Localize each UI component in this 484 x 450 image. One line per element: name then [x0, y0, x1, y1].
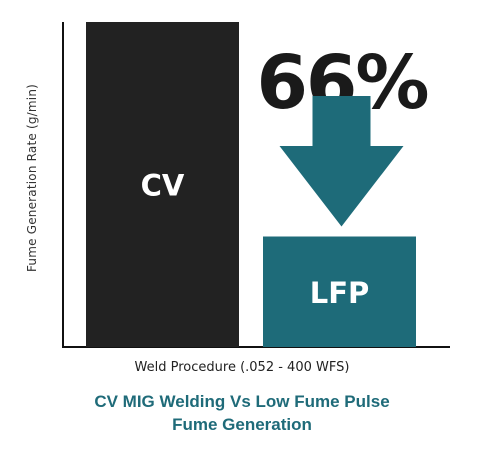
bar-cv [86, 22, 239, 347]
bar-label-lfp: LFP [310, 276, 370, 310]
chart-title: CV MIG Welding Vs Low Fume Pulse Fume Ge… [0, 390, 484, 436]
y-axis-label-text: Fume Generation Rate (g/min) [25, 83, 39, 273]
annotation-arrow-down-icon [279, 96, 404, 227]
chart-title-line-1: CV MIG Welding Vs Low Fume Pulse [94, 392, 390, 411]
x-axis-label: Weld Procedure (.052 - 400 WFS) [134, 360, 350, 375]
chart-title-line-2: Fume Generation [172, 415, 312, 434]
bar-lfp [263, 236, 416, 347]
bar-label-cv: CV [141, 169, 185, 203]
